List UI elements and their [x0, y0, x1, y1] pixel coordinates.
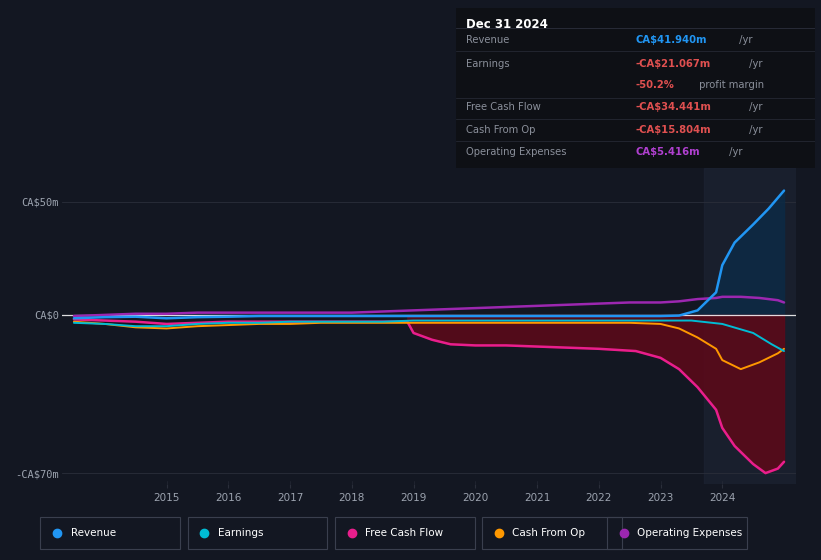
Text: CA$41.940m: CA$41.940m — [635, 35, 707, 45]
Text: /yr: /yr — [746, 102, 763, 113]
Text: Operating Expenses: Operating Expenses — [637, 529, 742, 538]
Text: Revenue: Revenue — [71, 529, 116, 538]
Text: profit margin: profit margin — [696, 80, 764, 90]
Text: /yr: /yr — [726, 147, 742, 157]
Bar — [704, 168, 796, 484]
Text: Cash From Op: Cash From Op — [466, 125, 536, 135]
Text: /yr: /yr — [736, 35, 753, 45]
Text: Operating Expenses: Operating Expenses — [466, 147, 567, 157]
Text: -50.2%: -50.2% — [635, 80, 674, 90]
Text: /yr: /yr — [746, 125, 763, 135]
Text: Free Cash Flow: Free Cash Flow — [466, 102, 541, 113]
Text: Cash From Op: Cash From Op — [512, 529, 585, 538]
Text: /yr: /yr — [746, 59, 763, 69]
Text: Earnings: Earnings — [218, 529, 264, 538]
Text: -CA$15.804m: -CA$15.804m — [635, 125, 711, 135]
Text: Revenue: Revenue — [466, 35, 510, 45]
Text: Earnings: Earnings — [466, 59, 510, 69]
Text: -CA$34.441m: -CA$34.441m — [635, 102, 711, 113]
Text: Dec 31 2024: Dec 31 2024 — [466, 18, 548, 31]
Text: -CA$21.067m: -CA$21.067m — [635, 59, 711, 69]
Text: Free Cash Flow: Free Cash Flow — [365, 529, 443, 538]
Text: CA$5.416m: CA$5.416m — [635, 147, 700, 157]
